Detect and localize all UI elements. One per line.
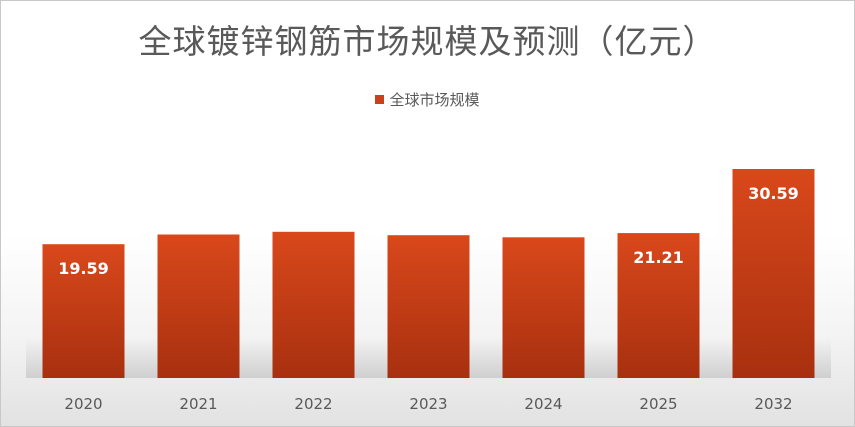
bar-2024 [502, 237, 585, 378]
x-tick-2021: 2021 [179, 395, 217, 413]
legend-label: 全球市场规模 [389, 91, 480, 109]
bar-2022 [272, 231, 355, 378]
legend: 全球市场规模 [1, 89, 854, 110]
bar-2032 [732, 169, 815, 378]
x-tick-2022: 2022 [294, 395, 332, 413]
bar-2021 [157, 234, 240, 378]
bar-2025 [617, 233, 700, 378]
x-tick-2032: 2032 [754, 395, 792, 413]
data-label-2032: 30.59 [748, 184, 799, 203]
x-tick-2020: 2020 [64, 395, 102, 413]
legend-swatch [375, 95, 385, 104]
bar-2023 [387, 235, 470, 378]
x-tick-2023: 2023 [409, 395, 447, 413]
x-tick-2024: 2024 [524, 395, 562, 413]
data-label-2025: 21.21 [633, 248, 684, 267]
chart-title: 全球镀锌钢筋市场规模及预测（亿元） [138, 22, 717, 61]
x-tick-2025: 2025 [639, 395, 677, 413]
data-label-2020: 19.59 [58, 259, 109, 278]
bar-2020 [42, 244, 125, 378]
